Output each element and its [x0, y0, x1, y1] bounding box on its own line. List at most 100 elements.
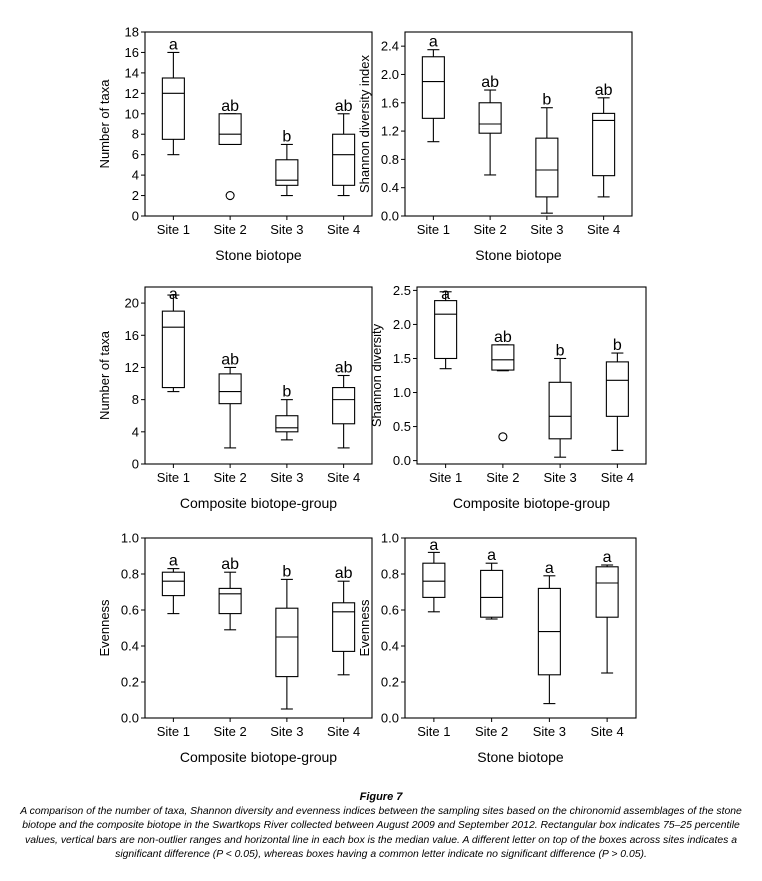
box: [605, 361, 629, 417]
y-tick-label: 1.0: [393, 385, 411, 400]
significance-letter: ab: [221, 98, 239, 115]
y-tick-label: 0.0: [381, 209, 399, 224]
x-tick-label: Site 3: [544, 470, 577, 485]
y-tick-label: 0.0: [121, 711, 139, 726]
significance-letter: ab: [221, 351, 239, 368]
outlier-point: [498, 432, 508, 442]
box: [161, 571, 185, 597]
x-tick-label: Site 2: [475, 724, 508, 739]
plot-frame: [144, 537, 373, 719]
x-axis-label: Composite biotope-group: [453, 495, 610, 511]
y-tick-label: 0.4: [381, 639, 399, 654]
y-axis-label: Shannon diversity: [369, 323, 384, 427]
y-tick-label: 0.6: [121, 603, 139, 618]
y-tick-label: 0.8: [381, 152, 399, 167]
y-tick-label: 10: [125, 106, 139, 121]
x-tick-label: Site 4: [591, 724, 624, 739]
significance-letter: b: [613, 337, 622, 354]
y-tick-label: 14: [125, 65, 139, 80]
y-axis-label: Number of taxa: [97, 330, 112, 420]
x-tick-label: Site 4: [587, 222, 620, 237]
x-tick-label: Site 1: [157, 470, 190, 485]
significance-letter: a: [487, 547, 496, 564]
significance-letter: a: [545, 560, 554, 577]
x-tick-label: Site 2: [214, 724, 247, 739]
x-tick-label: Site 1: [157, 222, 190, 237]
y-axis-label: Number of taxa: [97, 79, 112, 169]
x-tick-label: Site 2: [474, 222, 507, 237]
y-tick-label: 2: [132, 188, 139, 203]
box: [491, 344, 515, 371]
y-tick-label: 18: [125, 25, 139, 40]
y-tick-label: 4: [132, 168, 139, 183]
significance-letter: a: [429, 34, 438, 51]
figure-panels: 0 2 4 6 8 10 12 14 16 18 Number of taxa Site 1 a Site…: [97, 25, 647, 765]
significance-letter: a: [169, 286, 178, 303]
y-tick-label: 4: [132, 424, 139, 439]
significance-letter: a: [603, 549, 612, 566]
x-tick-label: Site 3: [270, 724, 303, 739]
x-tick-label: Site 4: [327, 470, 360, 485]
box: [422, 562, 446, 598]
x-tick-label: Site 2: [486, 470, 519, 485]
box: [478, 102, 502, 134]
x-tick-label: Site 4: [327, 724, 360, 739]
significance-letter: ab: [494, 329, 512, 346]
y-axis-label: Evenness: [357, 599, 372, 657]
y-tick-label: 8: [132, 392, 139, 407]
x-tick-label: Site 3: [270, 470, 303, 485]
significance-letter: a: [429, 537, 438, 554]
box: [332, 387, 356, 425]
x-tick-label: Site 1: [417, 222, 450, 237]
significance-letter: a: [169, 553, 178, 570]
y-tick-label: 8: [132, 127, 139, 142]
y-tick-label: 0.2: [381, 675, 399, 690]
y-tick-label: 0.8: [121, 567, 139, 582]
y-tick-label: 0: [132, 209, 139, 224]
figure-label: Figure 7: [359, 791, 403, 803]
significance-letter: a: [441, 286, 450, 303]
significance-letter: b: [282, 128, 291, 145]
box: [161, 310, 185, 389]
y-tick-label: 0: [132, 457, 139, 472]
box: [218, 373, 242, 405]
significance-letter: b: [556, 342, 565, 359]
x-axis-label: Composite biotope-group: [180, 749, 337, 765]
y-tick-label: 20: [125, 296, 139, 311]
y-tick-label: 0.0: [393, 453, 411, 468]
significance-letter: ab: [221, 556, 239, 573]
y-tick-label: 2.0: [393, 317, 411, 332]
y-tick-label: 0.6: [381, 603, 399, 618]
y-tick-label: 1.6: [381, 95, 399, 110]
box: [218, 113, 242, 145]
plot-frame: [144, 286, 373, 465]
x-tick-label: Site 1: [417, 724, 450, 739]
box: [480, 569, 504, 618]
y-tick-label: 16: [125, 328, 139, 343]
x-axis-label: Composite biotope-group: [180, 495, 337, 511]
box: [275, 159, 299, 186]
y-tick-label: 2.5: [393, 283, 411, 298]
x-axis-label: Stone biotope: [477, 749, 564, 765]
x-tick-label: Site 1: [429, 470, 462, 485]
x-axis-label: Stone biotope: [215, 247, 302, 263]
box: [218, 587, 242, 615]
x-axis-label: Stone biotope: [475, 247, 562, 263]
y-tick-label: 2.0: [381, 67, 399, 82]
y-tick-label: 16: [125, 45, 139, 60]
plot-frame: [404, 537, 637, 719]
box: [332, 602, 356, 652]
plot-frame: [404, 31, 633, 217]
significance-letter: b: [542, 92, 551, 109]
y-tick-label: 12: [125, 86, 139, 101]
y-tick-label: 2.4: [381, 39, 399, 54]
y-axis-label: Shannon diversity index: [357, 54, 372, 193]
box: [275, 415, 299, 433]
caption-text: A comparison of the number of taxa, Shan…: [20, 806, 742, 860]
box: [548, 381, 572, 440]
significance-letter: ab: [595, 82, 613, 99]
x-tick-label: Site 2: [214, 222, 247, 237]
y-tick-label: 1.2: [381, 124, 399, 139]
box: [535, 137, 559, 198]
significance-letter: ab: [335, 98, 353, 115]
